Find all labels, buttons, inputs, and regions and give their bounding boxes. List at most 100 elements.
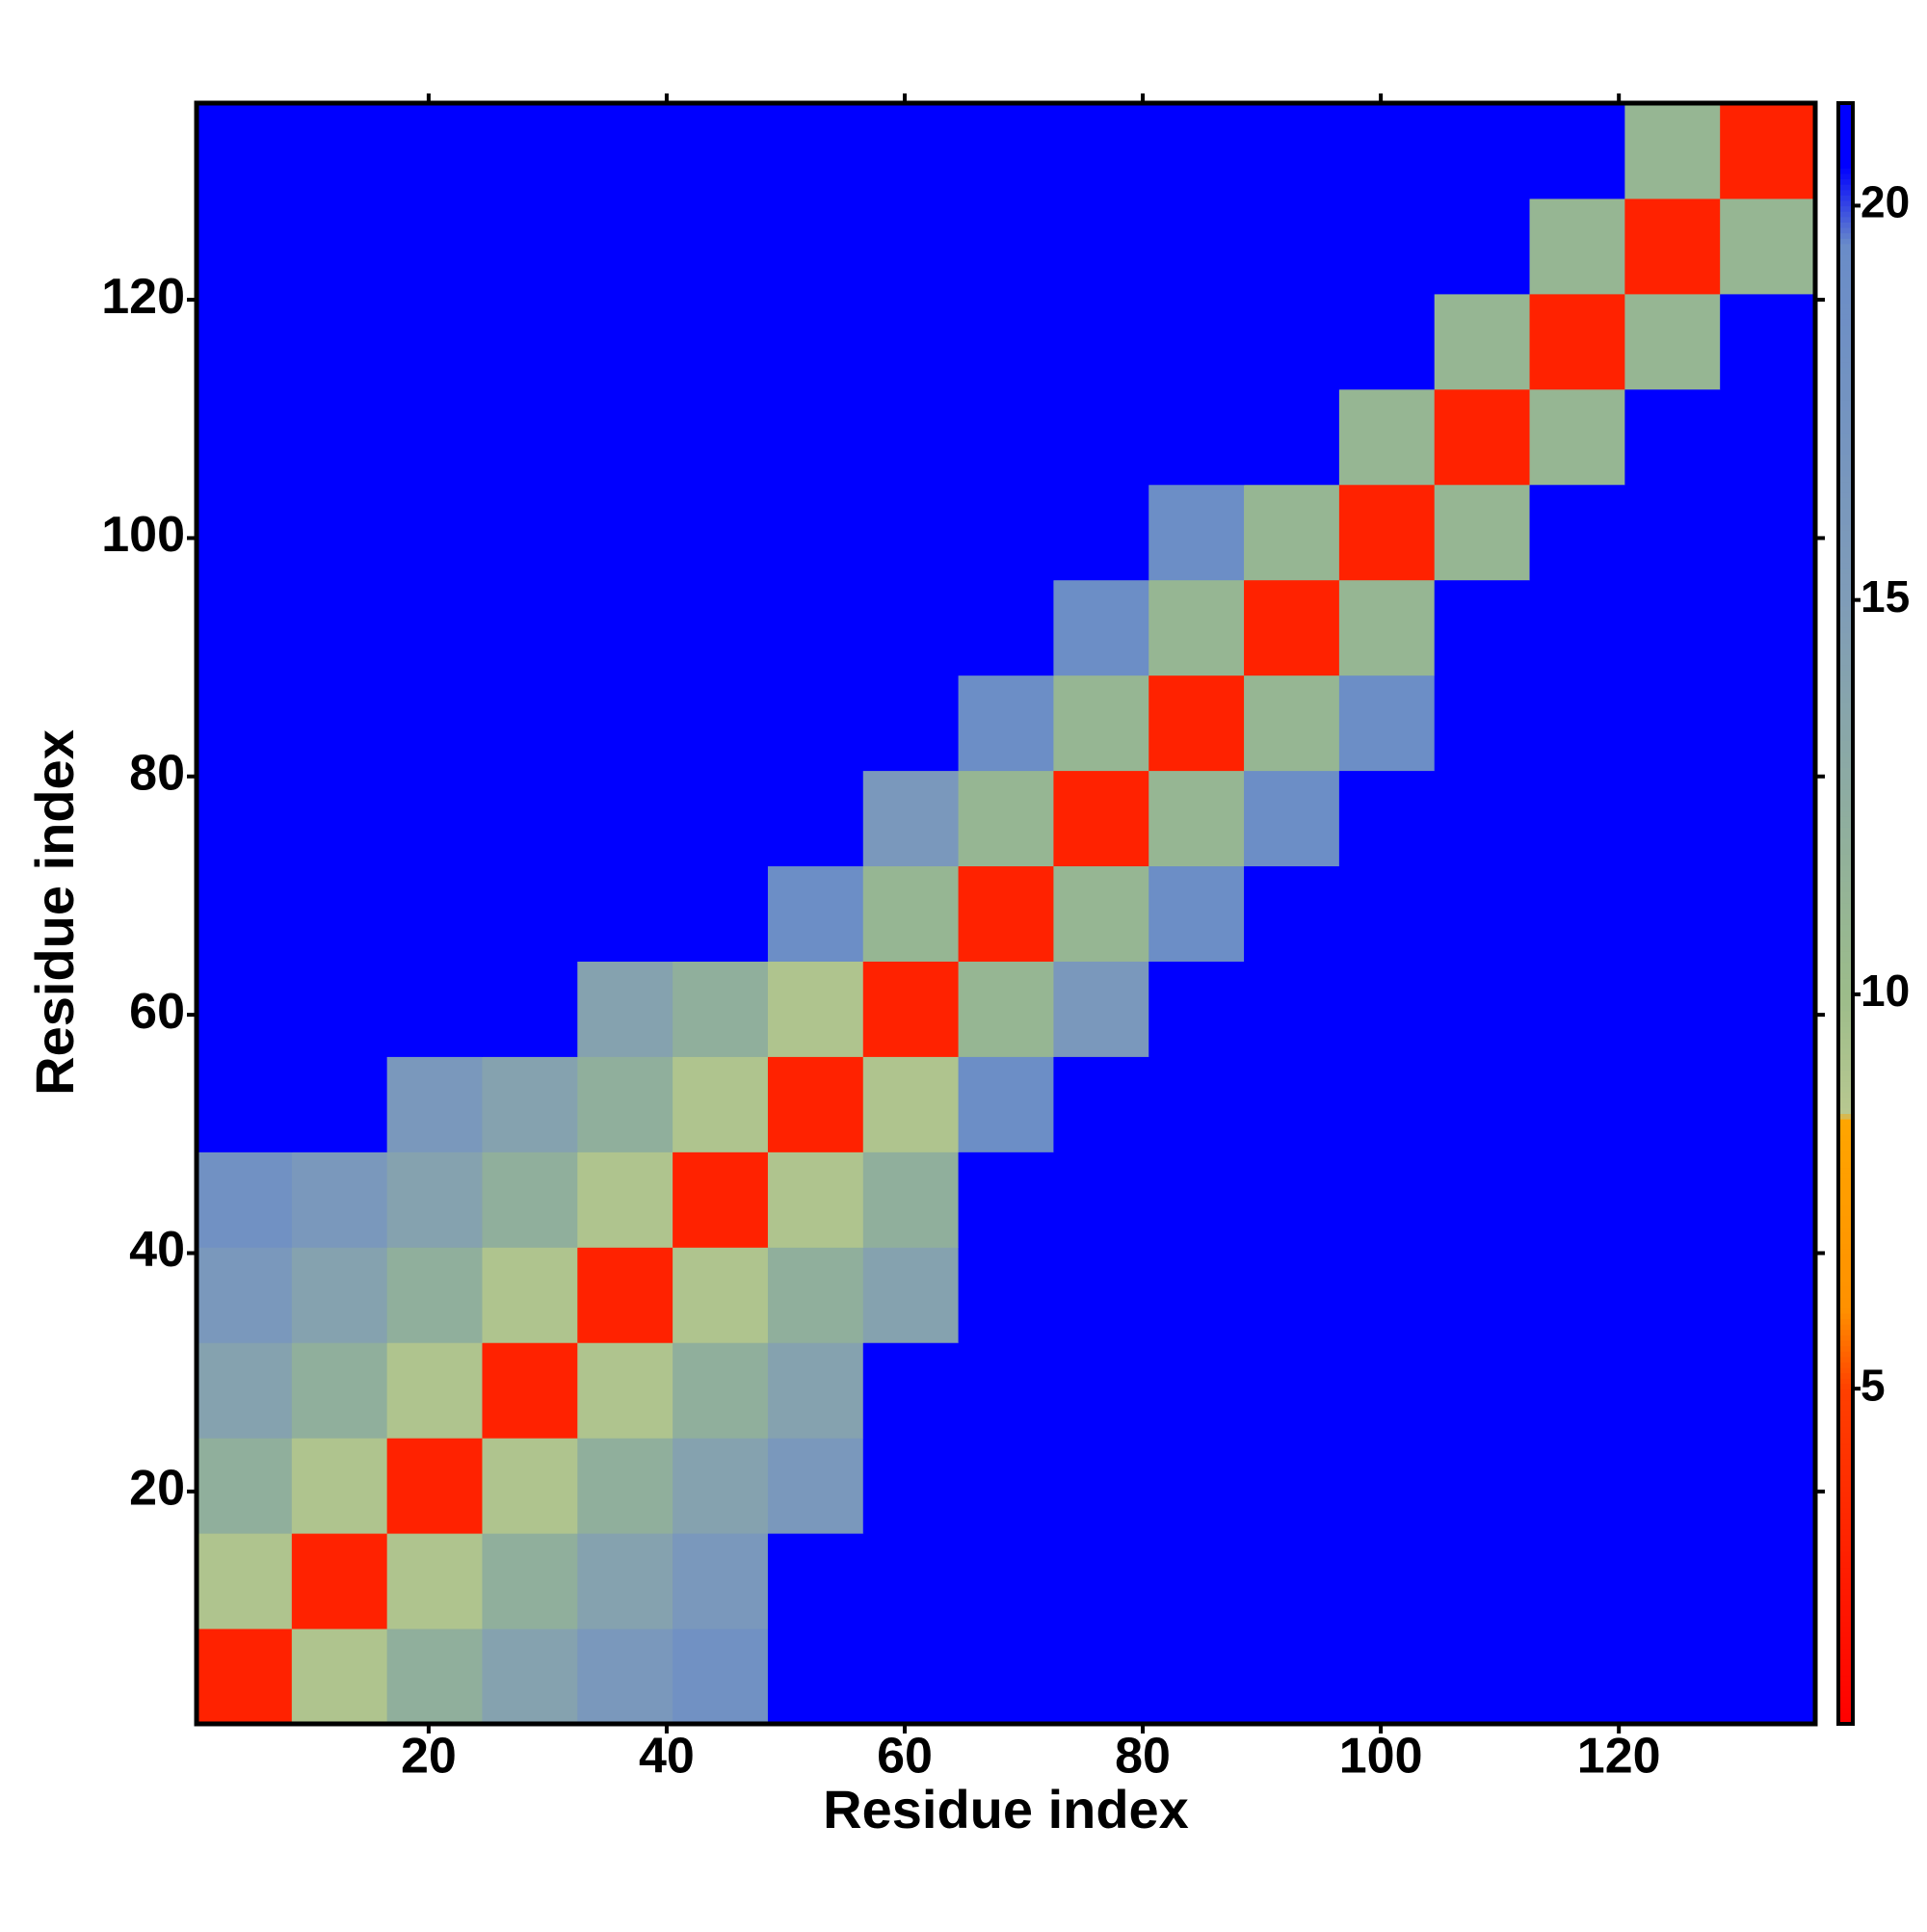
colorbar-segment	[1838, 972, 1853, 979]
colorbar-segment	[1838, 130, 1853, 137]
heatmap-cell	[197, 579, 293, 676]
colorbar-segment	[1838, 211, 1853, 218]
y-tick-label: 60	[129, 984, 185, 1040]
colorbar-segment	[1838, 433, 1853, 439]
heatmap-cell	[673, 961, 769, 1057]
heatmap-cell	[673, 1056, 769, 1152]
heatmap-cell	[862, 1056, 960, 1152]
heatmap-cell	[1244, 198, 1340, 295]
colorbar-segment	[1838, 151, 1853, 158]
colorbar-segment	[1838, 297, 1853, 304]
heatmap-cell	[1434, 198, 1531, 295]
heatmap-cell	[1053, 865, 1149, 962]
colorbar-segment	[1838, 595, 1853, 601]
colorbar-segment	[1838, 243, 1853, 250]
heatmap-cell	[291, 293, 388, 390]
heatmap-cell	[197, 1438, 293, 1534]
colorbar-segment	[1838, 1664, 1853, 1671]
colorbar-segment	[1838, 270, 1853, 278]
heatmap-cell	[1053, 484, 1149, 581]
colorbar-segment	[1838, 1534, 1853, 1541]
colorbar-segment	[1838, 1588, 1853, 1596]
heatmap-cell	[1529, 1342, 1625, 1439]
heatmap-cell	[1338, 293, 1436, 390]
heatmap-cell	[1338, 1056, 1436, 1152]
colorbar-segment	[1838, 1550, 1853, 1557]
heatmap-cell	[767, 388, 864, 486]
colorbar-tick-label: 10	[1861, 966, 1910, 1016]
heatmap-cell	[1053, 1056, 1149, 1152]
colorbar-segment	[1838, 626, 1853, 634]
colorbar-segment	[1838, 940, 1853, 947]
heatmap-cell	[577, 484, 673, 581]
colorbar-segment	[1838, 1215, 1853, 1223]
heatmap-cell	[767, 675, 864, 772]
heatmap-cell	[482, 1628, 578, 1725]
colorbar-segment	[1838, 638, 1853, 645]
heatmap-cell	[1244, 1533, 1340, 1629]
heatmap-cell	[1624, 1247, 1721, 1343]
heatmap-cell	[386, 770, 483, 867]
colorbar-segment	[1838, 1312, 1853, 1320]
heatmap-cell	[1529, 675, 1625, 772]
colorbar-segment	[1838, 989, 1853, 995]
heatmap-cell	[482, 1247, 578, 1343]
heatmap-cells	[197, 103, 1816, 1725]
heatmap-cell	[1624, 1056, 1721, 1152]
heatmap-cell	[1529, 484, 1625, 581]
heatmap-cell	[958, 1438, 1054, 1534]
colorbar-segment	[1838, 875, 1853, 882]
colorbar-segment	[1838, 226, 1853, 234]
heatmap-cell	[1624, 198, 1721, 295]
colorbar-segment	[1838, 1053, 1853, 1060]
heatmap-cell	[673, 1438, 769, 1534]
heatmap-cell	[1434, 865, 1531, 962]
heatmap-cell	[767, 1628, 864, 1725]
colorbar-segment	[1838, 1005, 1853, 1012]
colorbar-segment	[1838, 1383, 1853, 1389]
x-axis-title: Residue index	[823, 1779, 1189, 1839]
colorbar-segment	[1838, 238, 1853, 245]
heatmap-cell	[1624, 770, 1721, 867]
colorbar-segment	[1838, 740, 1853, 747]
heatmap-cell	[1624, 1533, 1721, 1629]
colorbar-segment	[1838, 1200, 1853, 1206]
colorbar-segment	[1838, 1092, 1853, 1098]
colorbar-tick-label: 15	[1861, 571, 1910, 622]
heatmap-cell	[958, 484, 1054, 581]
colorbar-segment	[1838, 1518, 1853, 1525]
colorbar-segment	[1838, 108, 1853, 115]
heatmap-cell	[291, 1438, 388, 1534]
heatmap-cell	[482, 1342, 578, 1439]
heatmap-cell	[386, 1438, 483, 1534]
heatmap-cell	[1244, 103, 1340, 199]
heatmap-cell	[673, 579, 769, 676]
colorbar-segment	[1838, 400, 1853, 407]
colorbar-segment	[1838, 794, 1853, 801]
heatmap-cell	[1434, 770, 1531, 867]
heatmap-cell	[577, 675, 673, 772]
heatmap-cell	[291, 1151, 388, 1248]
colorbar-segment	[1838, 1037, 1853, 1045]
heatmap-cell	[673, 484, 769, 581]
colorbar-segment	[1838, 622, 1853, 628]
colorbar-segment	[1838, 724, 1853, 730]
colorbar-segment	[1838, 859, 1853, 866]
colorbar-segment	[1838, 427, 1853, 434]
colorbar-segment	[1838, 1702, 1853, 1708]
heatmap-cell	[1053, 675, 1149, 772]
heatmap-cell	[862, 1438, 960, 1534]
colorbar-segment	[1838, 362, 1853, 369]
colorbar-segment	[1838, 502, 1853, 510]
colorbar-segment	[1838, 1275, 1853, 1282]
colorbar-segment	[1838, 551, 1853, 558]
heatmap-cell	[862, 1247, 960, 1343]
colorbar-segment	[1838, 886, 1853, 893]
heatmap-cell	[958, 1342, 1054, 1439]
heatmap-cell	[291, 388, 388, 486]
colorbar-segment	[1838, 1540, 1853, 1547]
colorbar-segment	[1838, 1086, 1853, 1093]
colorbar-segment	[1838, 1032, 1853, 1039]
y-tick-label: 120	[101, 269, 185, 325]
colorbar-segment	[1838, 611, 1853, 618]
